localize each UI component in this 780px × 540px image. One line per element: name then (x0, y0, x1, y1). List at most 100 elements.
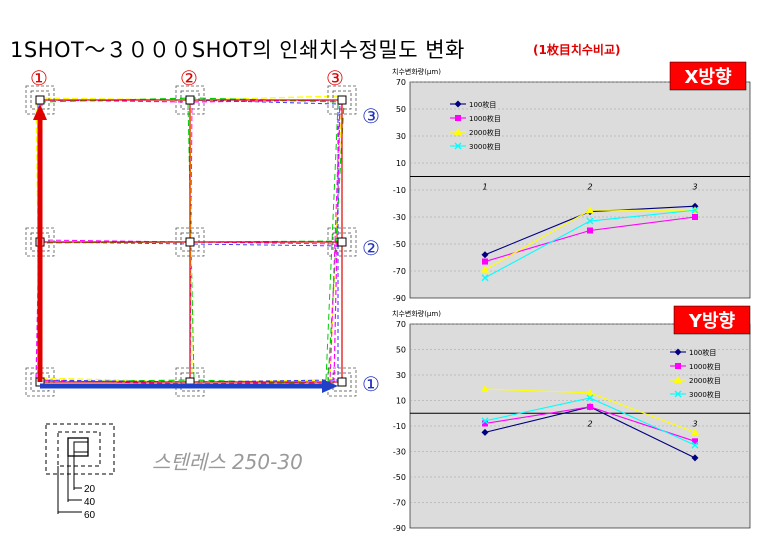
data-point-s3-1 (586, 217, 594, 225)
fiducial-marks (25, 85, 357, 397)
data-point-s1-0 (482, 258, 488, 265)
data-point-s1-1 (587, 403, 593, 410)
fiducial-outer-0-2 (327, 85, 357, 115)
data-point-s3-2-b (691, 441, 699, 449)
fiducial-inner-0-1 (185, 95, 195, 105)
direction-badge-box (673, 305, 751, 335)
fiducial-outer-1-2 (327, 227, 357, 257)
fiducial-inner-1-2 (337, 237, 347, 247)
data-point-s1-2 (692, 214, 698, 220)
y-tick-label: 50 (396, 346, 406, 355)
data-point-s1-2 (692, 438, 698, 445)
data-point-s3-2-b (691, 206, 699, 214)
legend-label-3: 3000枚目 (469, 142, 501, 151)
data-point-s0-0 (481, 428, 489, 436)
dimension-change-charts: 70 50 30 10 -10 -30 -50 -70 -90 치수변화량(μm) 1 2 3 100枚目… (392, 61, 751, 533)
data-point-s3-1-b (586, 217, 594, 225)
column-marker-2: ② (180, 66, 198, 90)
data-point-s3-2 (691, 206, 699, 214)
fiducial-middle-0-1 (180, 90, 200, 110)
material-label: 스텐레스 250-30 (152, 450, 303, 474)
page-title: 1SHOT～３０００SHOT의 인쇄치수정밀도 변화 (10, 38, 465, 62)
y-tick-label: -30 (393, 448, 406, 457)
row-marker-bottom: ① (362, 372, 380, 396)
y-tick-label: -50 (393, 473, 406, 482)
x-tick-label: 3 (692, 419, 697, 428)
fiducial-middle-2-2 (332, 372, 352, 392)
direction-badge-label: X방향 (685, 67, 732, 88)
row-marker-middle: ② (362, 236, 380, 260)
y-axis-label: 치수변화량(μm) (392, 67, 441, 76)
fiducial-inner-2-2 (337, 377, 347, 387)
y-tick-label: 10 (396, 159, 406, 168)
x-tick-label: 3 (692, 183, 697, 192)
x-tick-label: 2 (587, 183, 592, 192)
data-point-s2-0 (481, 265, 489, 273)
data-point-s1-0 (482, 420, 488, 427)
y-tick-label: -50 (393, 240, 406, 249)
corner-mark-detail (45, 423, 115, 514)
fiducial-middle-1-1 (180, 232, 200, 252)
dimension-60: 60 (84, 510, 96, 521)
x-arrow-head (322, 379, 338, 393)
direction-badge-label: Y방향 (688, 311, 736, 332)
data-point-s1-1 (587, 227, 593, 234)
legend-marker-2 (674, 376, 682, 383)
legend-label-2: 2000枚目 (689, 376, 721, 385)
legend-marker-3 (674, 390, 682, 398)
legend-label-1: 1000枚目 (469, 114, 501, 123)
fiducial-inner-0-0 (35, 95, 45, 105)
fiducial-inner-0-2 (337, 95, 347, 105)
data-point-s3-1-b (586, 394, 594, 402)
y-tick-label: -90 (393, 524, 406, 533)
legend-marker-1 (455, 115, 461, 121)
y-tick-label: 70 (396, 320, 406, 329)
fiducial-middle-2-1 (180, 372, 200, 392)
legend-label-2: 2000枚目 (469, 128, 501, 137)
data-point-s2-1 (586, 388, 594, 396)
column-marker-3: ③ (326, 66, 344, 90)
x-tick-label: 1 (482, 183, 487, 192)
fiducial-outer-2-0 (25, 367, 55, 397)
legend-marker-3-b (454, 142, 462, 150)
x-tick-label: 2 (587, 419, 592, 428)
data-point-s3-1 (586, 394, 594, 402)
legend-label-1: 1000枚目 (689, 362, 721, 371)
y-tick-label: -70 (393, 267, 406, 276)
legend-label-0: 100枚目 (689, 348, 716, 357)
data-point-s3-0 (481, 274, 489, 282)
y-tick-label: -10 (393, 422, 406, 431)
y-tick-label: -70 (393, 499, 406, 508)
fiducial-middle-0-2 (332, 90, 352, 110)
chart-panel-1: 70 50 30 10 -10 -30 -50 -70 -90 치수변화량(μm) 1 2 3 100枚目… (392, 61, 751, 303)
legend-marker-0 (674, 348, 682, 356)
data-point-s3-2 (691, 441, 699, 449)
fiducial-outer-1-1 (175, 227, 205, 257)
data-point-s2-0 (481, 385, 489, 393)
data-point-s3-0-b (481, 274, 489, 282)
y-tick-label: -10 (393, 186, 406, 195)
y-axis-label: 치수변화량(μm) (392, 309, 441, 318)
legend-label-0: 100枚目 (469, 100, 496, 109)
y-tick-label: 10 (396, 397, 406, 406)
data-point-s2-2 (691, 428, 699, 436)
fiducial-outer-2-1 (175, 367, 205, 397)
data-point-s2-1 (586, 206, 594, 214)
legend-label-3: 3000枚目 (689, 390, 721, 399)
data-point-s3-0 (481, 417, 489, 425)
legend-marker-2 (454, 128, 462, 135)
legend-marker-3 (454, 142, 462, 150)
direction-badge-box (669, 61, 747, 91)
y-arrow-head (33, 104, 47, 120)
print-grid-diagram (25, 85, 357, 397)
data-point-s0-2 (691, 454, 699, 462)
row-marker-top: ③ (362, 104, 380, 128)
fiducial-middle-1-2 (332, 232, 352, 252)
column-marker-1: ① (30, 66, 48, 90)
data-point-s3-0-b (481, 417, 489, 425)
dimension-40: 40 (84, 497, 96, 508)
y-tick-label: -30 (393, 213, 406, 222)
y-tick-label: -90 (393, 294, 406, 303)
legend-marker-0 (454, 100, 462, 108)
dimension-20: 20 (84, 484, 96, 495)
